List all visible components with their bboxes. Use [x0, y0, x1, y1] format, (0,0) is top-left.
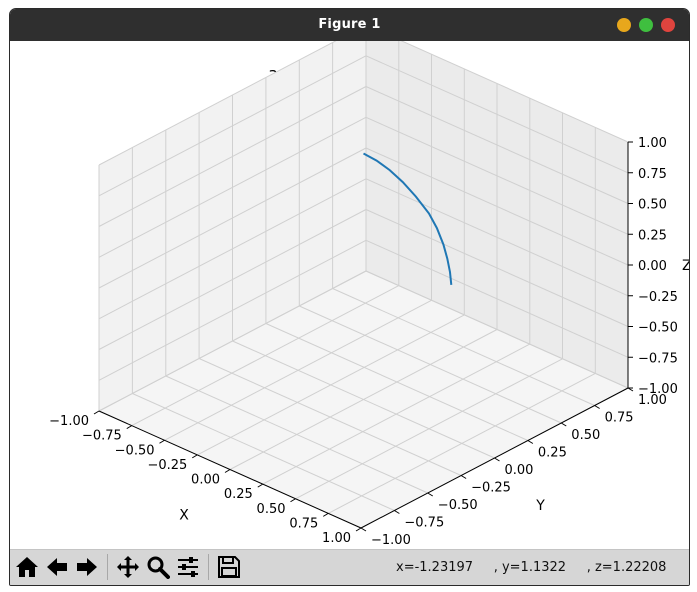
z-tick-label: 0.75: [638, 167, 667, 182]
y-tick: [594, 405, 600, 409]
y-tick-label: 1.00: [638, 393, 667, 408]
z-tick-label: −0.25: [638, 290, 678, 305]
x-tick-label: 1.00: [322, 531, 351, 546]
navigation-toolbar: x=-1.23197 , y=1.1322 , z=1.22208: [10, 549, 689, 585]
grid-line: [98, 86, 367, 227]
cursor-coordinates: x=-1.23197 , y=1.1322 , z=1.22208: [396, 560, 667, 575]
grid-line: [98, 116, 367, 258]
minimize-button[interactable]: [617, 18, 631, 32]
z-axis-label: Z: [682, 258, 689, 274]
x-tick: [191, 454, 198, 459]
x-tick-label: −1.00: [49, 414, 89, 429]
grid-line: [365, 270, 629, 389]
grid-line: [262, 343, 531, 485]
toolbar-separator: [208, 554, 209, 580]
plot-canvas[interactable]: 3D Position Visualizer −1.00−0.75−0.50−0…: [10, 24, 689, 549]
grid-line: [365, 116, 629, 235]
maximize-button[interactable]: [639, 18, 653, 32]
x-tick: [355, 527, 362, 532]
y-tick-label: 0.50: [571, 428, 600, 443]
y-tick: [560, 422, 567, 427]
sliders-icon: [178, 557, 198, 577]
x-tick: [126, 425, 133, 430]
figure-window: Figure 1 3D Position Visualizer −1.00−0.…: [9, 8, 690, 586]
grid-line: [299, 305, 562, 424]
y-tick-label: 0.25: [538, 446, 567, 461]
z-tick-label: −1.00: [638, 382, 678, 397]
x-tick: [322, 512, 329, 517]
y-tick-label: −0.50: [438, 498, 478, 513]
zoom-button[interactable]: [144, 553, 172, 581]
title-bar[interactable]: Figure 1: [10, 9, 689, 41]
home-icon: [16, 557, 38, 577]
z-tick-label: −0.50: [638, 321, 678, 336]
x-tick: [93, 410, 100, 415]
home-button[interactable]: [13, 553, 41, 581]
y-tick-label: 0.00: [505, 463, 534, 478]
grid-line: [232, 340, 495, 459]
magnifier-icon: [147, 556, 170, 579]
x-tick-label: −0.50: [115, 443, 155, 458]
grid-line: [98, 55, 367, 197]
grid-line: [328, 372, 596, 514]
x-tick-label: 0.50: [257, 502, 286, 517]
grid-line: [365, 24, 629, 143]
grid-line: [98, 24, 367, 166]
y-tick: [427, 492, 434, 497]
grid-line: [332, 288, 595, 406]
z-tick-label: 0.25: [638, 228, 667, 243]
y-tick-label: −0.75: [404, 516, 444, 531]
x-tick-label: −0.75: [82, 429, 122, 444]
grid-line: [295, 358, 563, 500]
y-tick-label: 0.75: [605, 411, 634, 426]
y-tick: [527, 440, 534, 444]
z-tick-label: 1.00: [638, 136, 667, 151]
configure-subplots-button[interactable]: [174, 553, 202, 581]
z-tick-label: 0.00: [638, 259, 667, 274]
y-tick: [460, 475, 467, 479]
forward-button[interactable]: [73, 553, 101, 581]
x-tick-label: −0.25: [147, 458, 187, 473]
toolbar-separator: [107, 554, 108, 580]
close-button[interactable]: [661, 18, 675, 32]
grid-line: [365, 55, 629, 174]
back-button[interactable]: [43, 553, 71, 581]
x-axis-label: X: [179, 508, 189, 524]
grid-line: [365, 147, 629, 266]
z-tick-label: 0.50: [638, 198, 667, 213]
y-tick: [360, 527, 367, 532]
x-tick: [224, 469, 231, 473]
grid-line: [98, 147, 367, 289]
arrow-right-icon: [77, 558, 97, 576]
y-tick: [394, 510, 400, 514]
y-tick-label: −0.25: [471, 481, 511, 496]
y-tick-label: −1.00: [371, 533, 411, 548]
save-button[interactable]: [215, 553, 243, 581]
y-axis-label: Y: [535, 498, 545, 514]
x-tick-label: 0.75: [289, 516, 318, 531]
arrow-left-icon: [47, 558, 67, 576]
x-tick: [290, 498, 296, 503]
series-line-trajectory: [363, 152, 453, 286]
y-tick: [494, 457, 500, 462]
floppy-disk-icon: [218, 556, 240, 578]
x-tick: [257, 483, 264, 488]
grid-line: [365, 86, 629, 204]
x-tick-label: 0.00: [191, 473, 220, 488]
move-icon: [117, 556, 139, 578]
grid-line: [265, 323, 529, 441]
x-tick-label: 0.25: [224, 487, 253, 502]
plot-3d[interactable]: 3D Position Visualizer −1.00−0.75−0.50−0…: [10, 24, 689, 549]
pan-button[interactable]: [114, 553, 142, 581]
window-title: Figure 1: [318, 17, 381, 32]
z-tick-label: −0.75: [638, 351, 678, 366]
x-tick: [159, 439, 165, 444]
